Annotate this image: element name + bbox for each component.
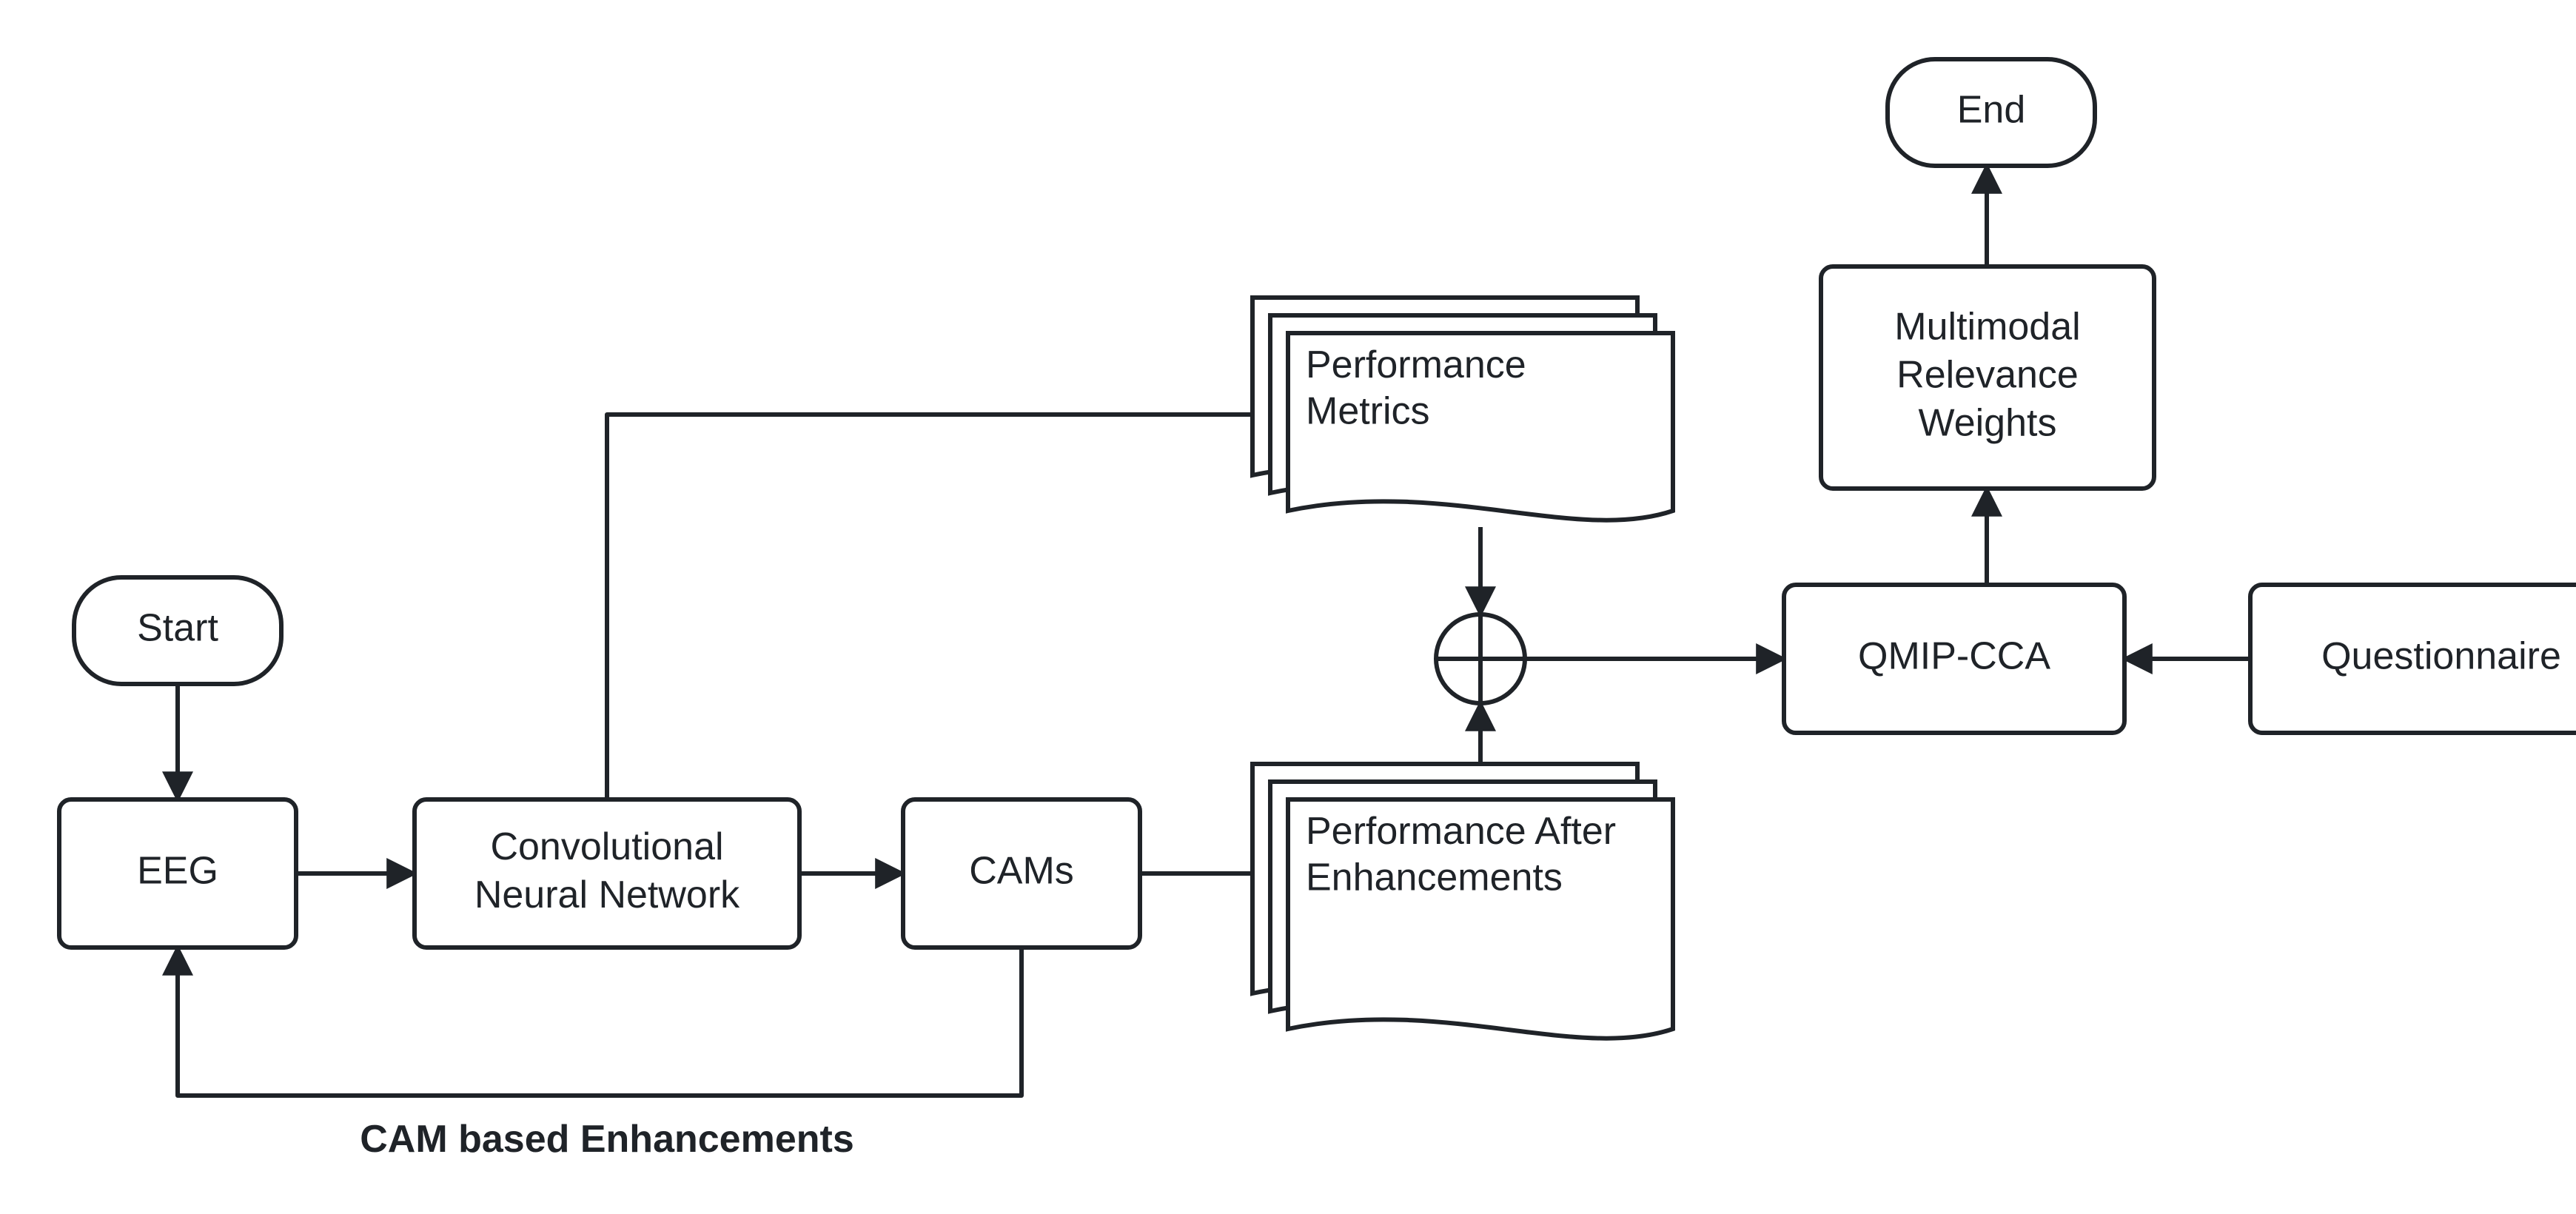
edge-label-cams-eeg-loop: CAM based Enhancements xyxy=(360,1118,854,1161)
node-perf1: PerformanceMetrics xyxy=(1252,298,1673,520)
node-perf2: Performance AfterEnhancements xyxy=(1252,764,1673,1039)
node-weights-label: Weights xyxy=(1919,402,2057,445)
node-perf2-label: Performance After xyxy=(1306,810,1616,853)
node-cnn-label: Neural Network xyxy=(474,873,740,916)
node-end-label: End xyxy=(1957,89,2026,132)
node-cnn-label: Convolutional xyxy=(490,825,723,868)
node-weights-label: Multimodal xyxy=(1894,306,2080,349)
node-start-label: Start xyxy=(137,607,218,650)
node-cams-label: CAMs xyxy=(969,850,1074,893)
node-oplus xyxy=(1436,614,1525,703)
node-eeg-label: EEG xyxy=(137,850,218,893)
node-perf1-label: Performance xyxy=(1306,343,1526,386)
node-quest-label: Questionnaire xyxy=(2321,635,2561,678)
node-perf1-label: Metrics xyxy=(1306,389,1430,432)
background xyxy=(0,0,2576,1214)
node-perf2-label: Enhancements xyxy=(1306,856,1563,899)
node-weights-label: Relevance xyxy=(1896,354,2079,397)
node-qmip-label: QMIP-CCA xyxy=(1858,635,2050,678)
